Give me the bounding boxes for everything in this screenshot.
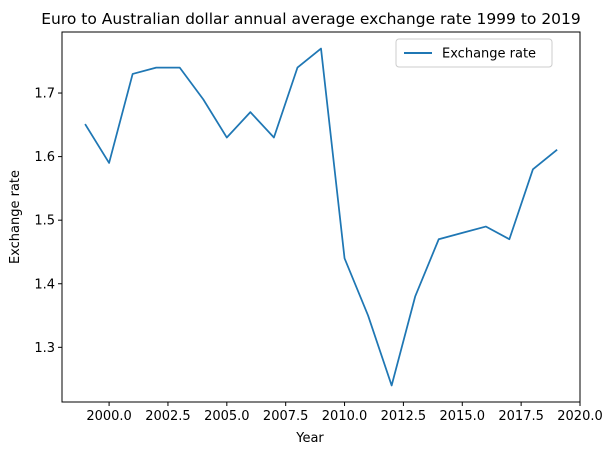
x-tick-label: 2005.0 bbox=[204, 409, 250, 424]
series-line-exchange-rate bbox=[84, 47, 558, 387]
x-tick-label: 2015.0 bbox=[440, 409, 486, 424]
y-axis: 1.3 1.4 1.5 1.6 1.7 bbox=[34, 87, 62, 356]
x-tick-label: 2010.0 bbox=[322, 409, 368, 424]
y-tick-label: 1.4 bbox=[34, 277, 55, 292]
y-tick-label: 1.6 bbox=[34, 150, 55, 165]
y-tick-label: 1.3 bbox=[34, 341, 55, 356]
y-axis-label: Exchange rate bbox=[8, 170, 23, 264]
y-tick-label: 1.5 bbox=[34, 214, 55, 229]
x-axis-label: Year bbox=[295, 431, 324, 446]
chart-title: Euro to Australian dollar annual average… bbox=[41, 10, 581, 28]
x-axis: 2000.0 2002.5 2005.0 2007.5 2010.0 2012.5 2015… bbox=[86, 402, 603, 424]
series-layer bbox=[84, 47, 558, 387]
legend-entry-exchange-rate: Exchange rate bbox=[442, 47, 536, 62]
x-tick-label: 2017.5 bbox=[498, 409, 544, 424]
legend-box bbox=[395, 38, 553, 68]
x-tick-label: 2007.5 bbox=[263, 409, 309, 424]
x-tick-label: 2020.0 bbox=[557, 409, 603, 424]
x-tick-label: 2012.5 bbox=[381, 409, 427, 424]
legend: Exchange rate bbox=[395, 38, 553, 68]
x-tick-label: 2000.0 bbox=[86, 409, 132, 424]
plot-area bbox=[61, 31, 581, 403]
x-tick-label: 2002.5 bbox=[145, 409, 191, 424]
y-tick-label: 1.7 bbox=[34, 87, 55, 102]
